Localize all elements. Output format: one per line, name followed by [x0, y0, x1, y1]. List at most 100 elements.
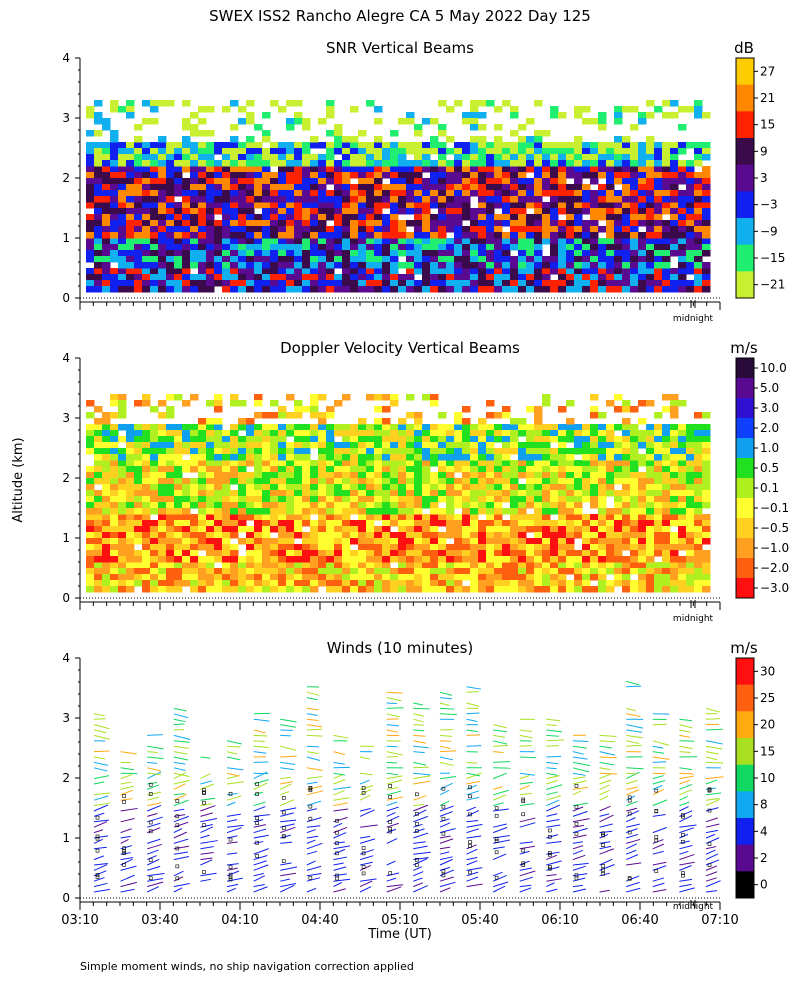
heatmap-cell	[574, 508, 583, 515]
heatmap-cell	[350, 574, 359, 581]
heatmap-cell	[430, 424, 439, 431]
heatmap-cell	[686, 430, 695, 437]
heatmap-cell	[334, 454, 343, 461]
heatmap-cell	[414, 520, 423, 527]
heatmap-cell	[310, 586, 319, 593]
heatmap-cell	[294, 232, 303, 239]
heatmap-cell	[398, 178, 407, 185]
heatmap-cell	[702, 586, 711, 593]
heatmap-cell	[198, 148, 207, 155]
calm-marker	[335, 830, 339, 835]
wind-barb	[93, 821, 108, 828]
heatmap-cell	[590, 208, 599, 215]
heatmap-cell	[270, 586, 279, 593]
heatmap-cell	[374, 220, 383, 227]
heatmap-cell	[678, 568, 687, 575]
heatmap-cell	[286, 268, 295, 275]
heatmap-cell	[126, 166, 135, 173]
heatmap-cell	[358, 496, 367, 503]
heatmap-cell	[222, 580, 231, 587]
heatmap-cell	[86, 478, 95, 485]
heatmap-cell	[462, 118, 471, 125]
heatmap-cell	[94, 442, 103, 449]
heatmap-cell	[670, 436, 679, 443]
heatmap-cell	[94, 514, 103, 521]
heatmap-cell	[534, 232, 543, 239]
heatmap-cell	[254, 142, 263, 149]
heatmap-cell	[678, 208, 687, 215]
heatmap-cell	[86, 220, 95, 227]
heatmap-cell	[302, 262, 311, 269]
heatmap-cell	[294, 244, 303, 251]
wind-barb	[200, 834, 210, 839]
heatmap-cell	[254, 244, 263, 251]
heatmap-cell	[94, 424, 103, 431]
heatmap-cell	[398, 154, 407, 161]
heatmap-cell	[110, 214, 119, 221]
heatmap-cell	[118, 172, 127, 179]
heatmap-cell	[638, 118, 647, 125]
heatmap-cell	[654, 286, 663, 293]
heatmap-cell	[262, 214, 271, 221]
heatmap-cell	[134, 460, 143, 467]
heatmap-cell	[630, 214, 639, 221]
wind-barb	[147, 771, 162, 780]
heatmap-cell	[334, 442, 343, 449]
heatmap-cell	[278, 268, 287, 275]
heatmap-cell	[158, 148, 167, 155]
heatmap-cell	[478, 496, 487, 503]
wind-barb	[386, 790, 401, 796]
heatmap-cell	[622, 430, 631, 437]
wind-barb	[253, 806, 266, 812]
heatmap-cell	[174, 484, 183, 491]
wind-barb	[173, 838, 189, 844]
heatmap-cell	[566, 454, 575, 461]
wind-barb	[306, 724, 323, 728]
heatmap-cell	[630, 172, 639, 179]
heatmap-cell	[86, 502, 95, 509]
heatmap-cell	[598, 460, 607, 467]
heatmap-cell	[582, 466, 591, 473]
heatmap-cell	[406, 178, 415, 185]
heatmap-cell	[286, 514, 295, 521]
wind-barb	[226, 863, 239, 866]
heatmap-cell	[374, 190, 383, 197]
heatmap-cell	[142, 586, 151, 593]
heatmap-cell	[630, 286, 639, 293]
heatmap-cell	[182, 274, 191, 281]
heatmap-cell	[670, 538, 679, 545]
midnight-label: midnight	[673, 614, 714, 624]
heatmap-cell	[134, 532, 143, 539]
heatmap-cell	[622, 160, 631, 167]
heatmap-cell	[470, 286, 479, 293]
heatmap-cell	[310, 484, 319, 491]
heatmap-cell	[118, 538, 127, 545]
heatmap-cell	[510, 556, 519, 563]
heatmap-cell	[446, 496, 455, 503]
heatmap-cell	[694, 436, 703, 443]
heatmap-cell	[214, 184, 223, 191]
heatmap-cell	[462, 430, 471, 437]
heatmap-cell	[630, 232, 639, 239]
heatmap-cell	[222, 472, 231, 479]
heatmap-cell	[326, 178, 335, 185]
heatmap-cell	[454, 184, 463, 191]
heatmap-cell	[198, 568, 207, 575]
heatmap-cell	[510, 196, 519, 203]
heatmap-cell	[206, 436, 215, 443]
heatmap-cell	[702, 142, 711, 149]
heatmap-cell	[502, 526, 511, 533]
heatmap-cell	[382, 160, 391, 167]
heatmap-cell	[558, 490, 567, 497]
heatmap-cell	[566, 478, 575, 485]
heatmap-cell	[406, 268, 415, 275]
heatmap-cell	[430, 520, 439, 527]
heatmap-cell	[430, 532, 439, 539]
heatmap-cell	[198, 430, 207, 437]
heatmap-cell	[702, 202, 711, 209]
heatmap-cell	[582, 436, 591, 443]
heatmap-cell	[222, 154, 231, 161]
heatmap-cell	[334, 520, 343, 527]
heatmap-cell	[174, 148, 183, 155]
heatmap-cell	[302, 286, 311, 293]
